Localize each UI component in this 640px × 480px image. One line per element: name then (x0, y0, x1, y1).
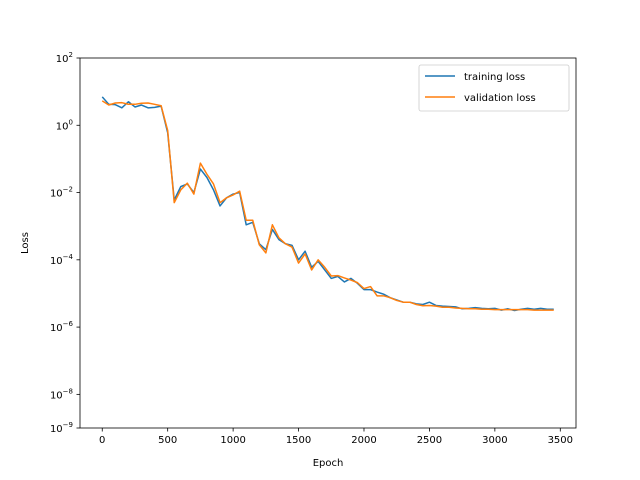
y-tick-label: 102 (56, 51, 73, 65)
y-ticks: 10−9 10−8 10−6 10−4 10−2 100 102 (50, 51, 80, 435)
x-tick-label: 1500 (286, 435, 311, 446)
x-tick-label: 2000 (351, 435, 376, 446)
x-tick-label: 3500 (548, 435, 573, 446)
y-tick-label: 10−9 (50, 421, 73, 435)
legend-label-training-loss: training loss (464, 72, 525, 83)
x-tick-label: 3000 (482, 435, 507, 446)
legend-box (418, 64, 570, 112)
x-axis-label: Epoch (313, 458, 344, 469)
x-tick-label: 0 (99, 435, 105, 446)
legend: training loss validation loss (418, 64, 570, 112)
axes-layer (79, 57, 577, 429)
plot-background (80, 58, 576, 428)
y-axis-label: Loss (20, 232, 31, 254)
series-layer (101, 96, 554, 312)
y-tick-label: 10−2 (50, 186, 73, 200)
series-line-validation-loss (101, 100, 554, 311)
y-tick-label: 10−8 (50, 387, 73, 401)
x-tick-label: 1000 (220, 435, 245, 446)
plot-frame (79, 57, 577, 429)
legend-label-validation-loss: validation loss (464, 93, 536, 104)
y-tick-label: 10−6 (50, 320, 74, 334)
y-tick-label: 100 (56, 118, 73, 132)
y-tick-label: 10−4 (50, 253, 74, 267)
series-line-training-loss (101, 96, 554, 312)
x-tick-label: 2500 (417, 435, 442, 446)
x-tick-label: 500 (158, 435, 177, 446)
x-ticks: 0 500 1000 1500 2000 2500 3000 3500 (99, 428, 573, 446)
